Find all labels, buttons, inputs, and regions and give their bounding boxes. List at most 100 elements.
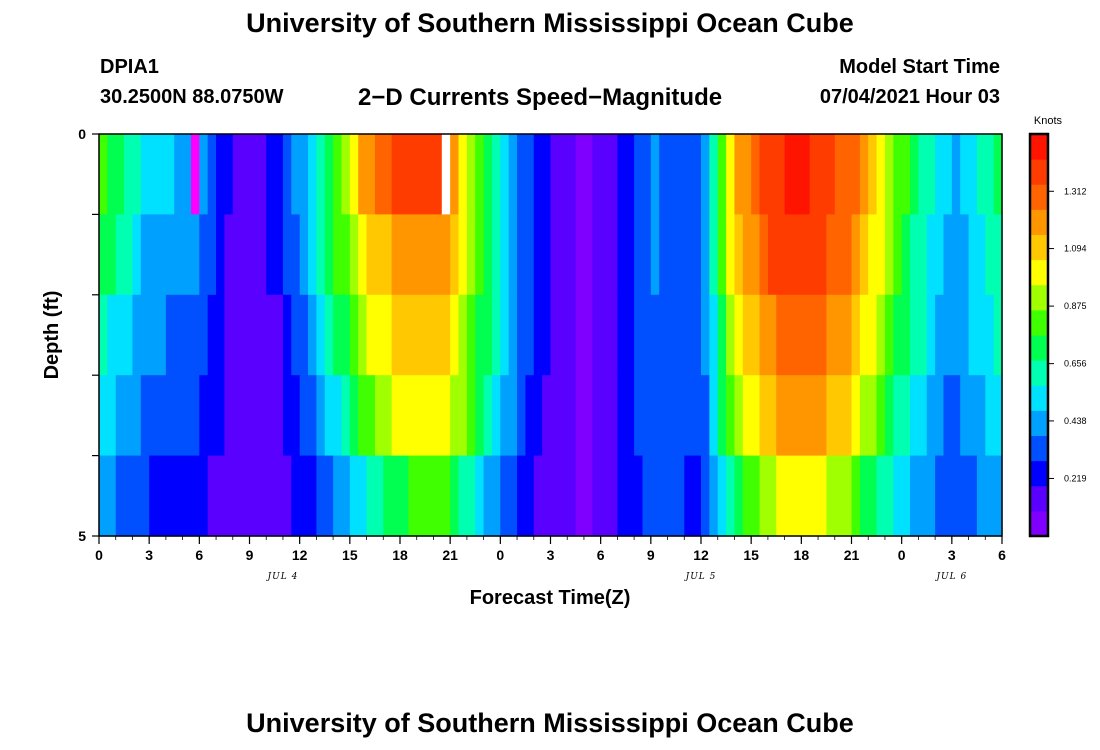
heatmap-cell bbox=[575, 134, 585, 215]
heatmap-cell bbox=[726, 294, 736, 376]
heatmap-cell bbox=[918, 134, 928, 215]
heatmap-cell bbox=[149, 375, 159, 457]
heatmap-cell bbox=[851, 294, 861, 376]
heatmap-cell bbox=[567, 294, 577, 376]
x-tick-label: 3 bbox=[948, 547, 956, 563]
heatmap-cell bbox=[935, 455, 945, 537]
heatmap-cell bbox=[667, 134, 677, 215]
heatmap-cell bbox=[257, 375, 267, 457]
heatmap-cell bbox=[776, 214, 786, 296]
heatmap-cell bbox=[115, 455, 125, 537]
heatmap-cell bbox=[818, 214, 828, 296]
colorbar-segment bbox=[1030, 209, 1048, 236]
heatmap-cell bbox=[107, 214, 117, 296]
heatmap-cell bbox=[199, 294, 209, 376]
colorbar-segment bbox=[1030, 259, 1048, 286]
x-tick-label: 3 bbox=[547, 547, 555, 563]
heatmap-cell bbox=[742, 455, 752, 537]
heatmap-cell bbox=[776, 294, 786, 376]
heatmap-cell bbox=[241, 134, 251, 215]
heatmap-cell bbox=[575, 214, 585, 296]
heatmap-cell bbox=[199, 214, 209, 296]
heatmap-cell bbox=[792, 134, 802, 215]
heatmap-cell bbox=[650, 455, 660, 537]
heatmap-cell bbox=[517, 455, 527, 537]
heatmap-cell bbox=[291, 214, 301, 296]
heatmap-cell bbox=[742, 134, 752, 215]
heatmap-cell bbox=[224, 134, 234, 215]
heatmap-cell bbox=[809, 455, 819, 537]
heatmap-cell bbox=[207, 294, 217, 376]
heatmap-cell bbox=[333, 455, 343, 537]
heatmap-cell bbox=[642, 214, 652, 296]
heatmap-cell bbox=[257, 214, 267, 296]
heatmap-cell bbox=[441, 455, 451, 537]
heatmap-cell bbox=[190, 375, 200, 457]
heatmap-cell bbox=[324, 214, 334, 296]
date-label: JUL 5 bbox=[684, 572, 717, 582]
heatmap-cell bbox=[868, 134, 878, 215]
heatmap-cell bbox=[107, 294, 117, 376]
heatmap-cell bbox=[433, 214, 443, 296]
heatmap-cell bbox=[701, 375, 710, 457]
heatmap-cell bbox=[784, 375, 794, 457]
heatmap-missing-cell bbox=[441, 134, 451, 215]
heatmap-cell bbox=[207, 455, 217, 537]
heatmap-cell bbox=[508, 294, 518, 376]
heatmap-cell bbox=[734, 375, 744, 457]
y-axis: 05 bbox=[78, 126, 99, 544]
heatmap-cell bbox=[625, 375, 635, 457]
heatmap-cell bbox=[834, 455, 844, 537]
heatmap-cell bbox=[692, 375, 702, 457]
heatmap-cell bbox=[558, 134, 568, 215]
heatmap-cell bbox=[884, 455, 894, 537]
heatmap-cell bbox=[550, 134, 560, 215]
heatmap-cell bbox=[901, 214, 911, 296]
heatmap-cell bbox=[558, 375, 568, 457]
heatmap-cell bbox=[391, 375, 401, 457]
heatmap-cell bbox=[976, 214, 986, 296]
heatmap-cell bbox=[525, 375, 535, 457]
heatmap-cell bbox=[182, 134, 192, 215]
heatmap-cell bbox=[400, 455, 409, 537]
heatmap-cell bbox=[993, 375, 1003, 457]
heatmap-cell bbox=[508, 455, 518, 537]
heatmap-cell bbox=[517, 214, 527, 296]
heatmap-cell bbox=[257, 455, 267, 537]
heatmap-cell bbox=[216, 455, 226, 537]
heatmap-cell bbox=[349, 455, 359, 537]
heatmap-cell bbox=[985, 375, 995, 457]
heatmap-cell bbox=[124, 375, 134, 457]
x-axis-label: Forecast Time(Z) bbox=[470, 587, 631, 609]
heatmap-cell bbox=[274, 214, 284, 296]
heatmap-cell bbox=[299, 455, 309, 537]
heatmap-cell bbox=[859, 375, 869, 457]
heatmap-cell bbox=[759, 294, 769, 376]
colorbar-segment bbox=[1030, 284, 1048, 311]
heatmap-cell bbox=[625, 214, 635, 296]
heatmap-cell bbox=[859, 134, 869, 215]
heatmap-cell bbox=[583, 455, 593, 537]
heatmap-cell bbox=[542, 375, 552, 457]
heatmap-cell bbox=[592, 214, 602, 296]
x-tick-label: 12 bbox=[292, 547, 308, 563]
heatmap-cell bbox=[425, 375, 435, 457]
x-tick-label: 6 bbox=[195, 547, 203, 563]
heatmap-cell bbox=[542, 455, 552, 537]
heatmap-cell bbox=[416, 294, 426, 376]
heatmap-cell bbox=[667, 375, 677, 457]
heatmap-cell bbox=[299, 214, 309, 296]
heatmap-cell bbox=[232, 294, 242, 376]
heatmap-cell bbox=[525, 214, 535, 296]
heatmap-cell bbox=[918, 214, 928, 296]
heatmap-cell bbox=[416, 214, 426, 296]
heatmap-cell bbox=[609, 375, 618, 457]
heatmap-cell bbox=[174, 294, 184, 376]
heatmap-cell bbox=[291, 455, 301, 537]
heatmap-cell bbox=[726, 455, 736, 537]
heatmap-cell bbox=[935, 214, 945, 296]
heatmap-cell bbox=[475, 214, 485, 296]
heatmap-cell bbox=[709, 294, 719, 376]
heatmap-cell bbox=[383, 375, 393, 457]
heatmap-cell bbox=[475, 294, 485, 376]
